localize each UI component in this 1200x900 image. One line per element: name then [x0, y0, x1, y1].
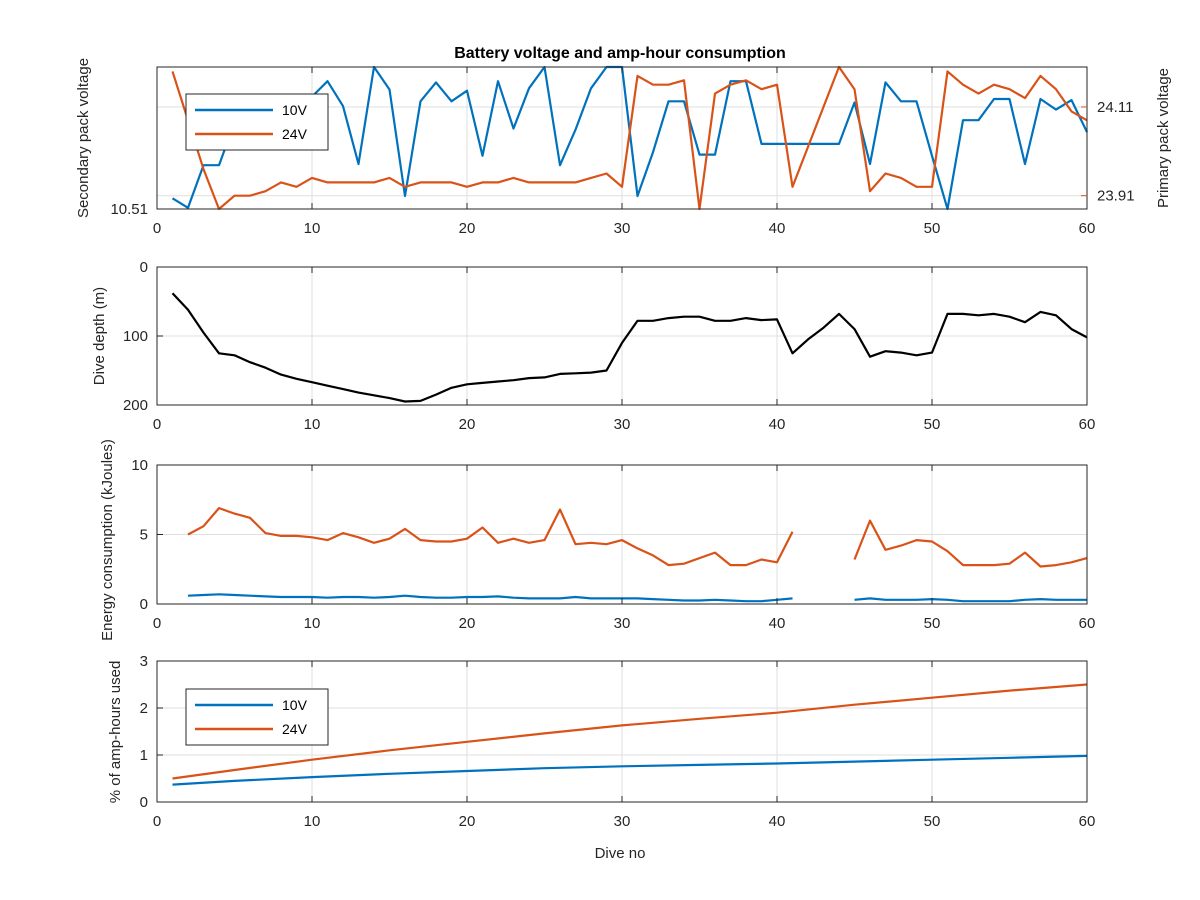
y-tick-label: 10.51: [110, 201, 148, 218]
x-tick-label: 10: [304, 813, 321, 830]
x-tick-label: 40: [769, 416, 786, 433]
series-line-24v: [187, 507, 1088, 568]
y-tick-label: 0: [140, 259, 148, 276]
y-tick-label-right: 24.11: [1097, 99, 1133, 116]
series-line-24v: [172, 683, 1088, 780]
y-tick-label: 100: [123, 328, 148, 345]
plot-voltage: 0 10 20 30 40 50 60 10.51 23.91 24.11 Secondary pa…: [75, 58, 1172, 237]
plot-depth: 0 10 20 30 40 50 60 0 100 200 Dive depth (m): [91, 259, 1095, 433]
series-line-24v: [171, 65, 1088, 211]
y-tick-label: 2: [140, 700, 148, 717]
x-tick-label: 0: [153, 813, 161, 830]
x-tick-label: 40: [769, 813, 786, 830]
x-axis-label: Dive no: [595, 845, 646, 862]
y-axis-label: Energy consumption (kJoules): [99, 439, 116, 641]
legend-box: [185, 93, 329, 151]
x-tick-label: 60: [1079, 416, 1096, 433]
x-tick-label: 10: [304, 220, 321, 237]
x-tick-label: 0: [153, 615, 161, 632]
legend: 10V 24V: [185, 93, 329, 151]
x-tick-label: 40: [769, 615, 786, 632]
legend-label-24v: 24V: [282, 126, 308, 142]
x-tick-label: 60: [1079, 615, 1096, 632]
legend: 10V 24V: [185, 688, 329, 746]
x-tick-label: 30: [614, 416, 631, 433]
x-tick-label: 50: [924, 416, 941, 433]
x-tick-label: 0: [153, 416, 161, 433]
legend-box: [185, 688, 329, 746]
x-tick-label: 50: [924, 220, 941, 237]
x-tick-label: 30: [614, 813, 631, 830]
x-tick-label: 50: [924, 813, 941, 830]
x-tick-label: 50: [924, 615, 941, 632]
y-tick-label-right: 23.91: [1097, 188, 1135, 205]
x-tick-label: 10: [304, 416, 321, 433]
x-tick-label: 30: [614, 615, 631, 632]
x-tick-label: 60: [1079, 220, 1096, 237]
x-tick-label: 0: [153, 220, 161, 237]
y-tick-label: 0: [140, 596, 148, 613]
x-tick-label: 20: [459, 416, 476, 433]
y-axis-label: % of amp-hours used: [107, 661, 124, 804]
y-tick-label: 3: [140, 653, 148, 670]
plot-energy: 0 10 20 30 40 50 60 0 5 10 Energy consumption (kJo…: [99, 439, 1095, 641]
y-tick-label: 200: [123, 397, 148, 414]
chart-title: Battery voltage and amp-hour consumption: [454, 45, 786, 62]
x-tick-label: 20: [459, 813, 476, 830]
series-line-10v: [172, 754, 1088, 786]
legend-label-24v: 24V: [282, 721, 308, 737]
y-tick-label: 0: [140, 794, 148, 811]
series-line-10v: [187, 593, 1087, 603]
x-tick-label: 10: [304, 615, 321, 632]
plot-amphours: 0 10 20 30 40 50 60 0 1 2 3 % of amp-hours used 10V 2…: [107, 653, 1095, 830]
series-line-depth: [171, 292, 1088, 403]
legend-label-10v: 10V: [282, 697, 308, 713]
y-axis-label-right: Primary pack voltage: [1155, 68, 1172, 208]
y-tick-label: 1: [140, 747, 148, 764]
y-tick-label: 10: [131, 457, 148, 474]
y-axis-label: Secondary pack voltage: [75, 58, 92, 218]
x-tick-label: 30: [614, 220, 631, 237]
x-tick-label: 40: [769, 220, 786, 237]
x-tick-label: 20: [459, 615, 476, 632]
y-tick-label: 5: [140, 527, 148, 544]
x-tick-label: 20: [459, 220, 476, 237]
x-tick-label: 60: [1079, 813, 1096, 830]
legend-label-10v: 10V: [282, 102, 308, 118]
y-axis-label: Dive depth (m): [91, 287, 108, 385]
